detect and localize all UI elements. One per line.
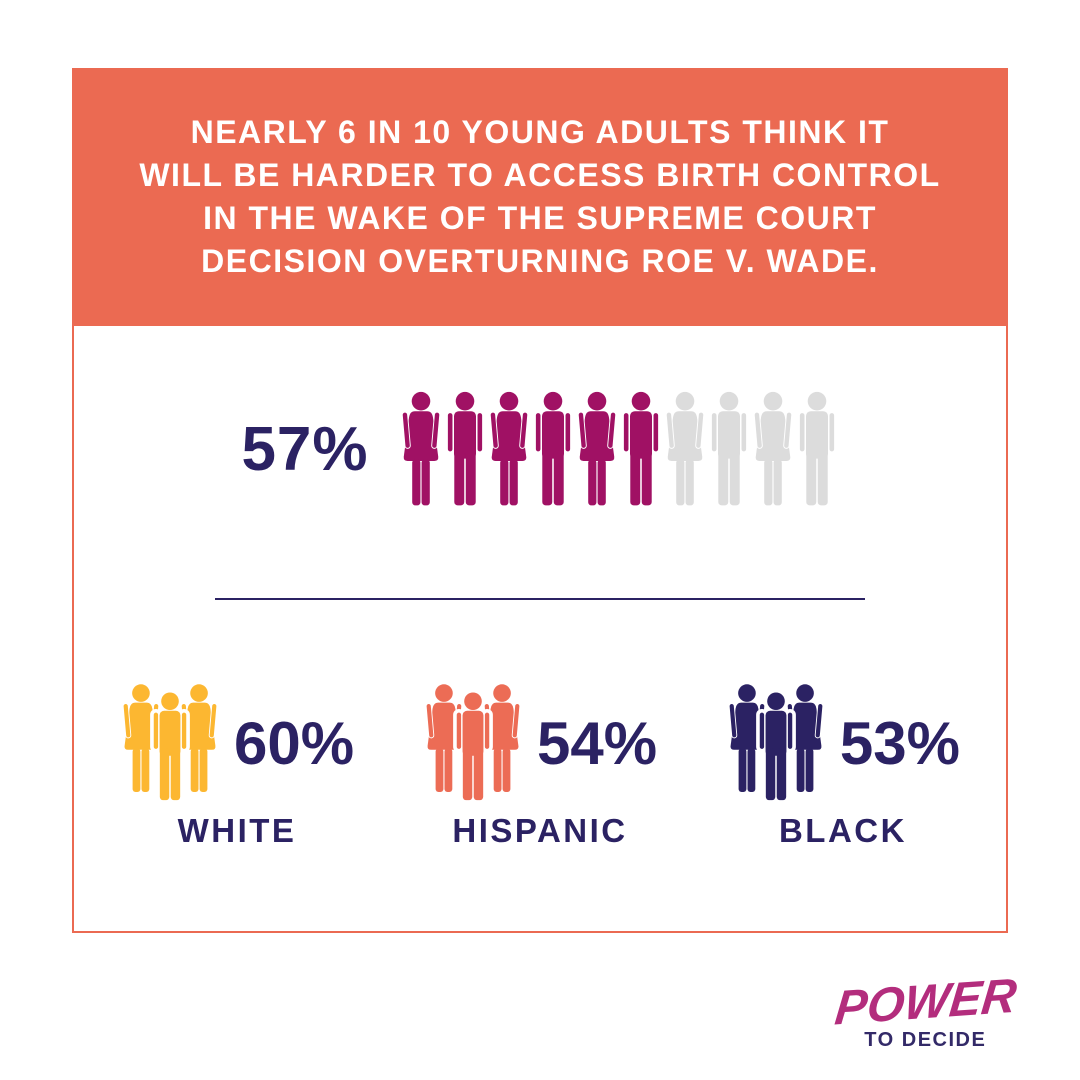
group-stat: 53% <box>726 684 960 802</box>
logo-power-text: POWER <box>832 969 1019 1036</box>
person-icon-male <box>622 391 659 506</box>
headline-banner: NEARLY 6 IN 10 YOUNG ADULTS THINK IT WIL… <box>72 68 1008 326</box>
group-percentage: 53% <box>839 709 960 777</box>
group-cluster-icon <box>122 684 218 802</box>
overall-percentage: 57% <box>241 414 369 484</box>
person-icon-male <box>798 391 835 506</box>
headline-line-1: NEARLY 6 IN 10 YOUNG ADULTS THINK IT <box>190 114 890 150</box>
person-icon-female <box>489 391 528 506</box>
pictogram-row <box>399 390 839 508</box>
person-icon-female <box>665 391 704 506</box>
power-to-decide-logo: POWER TO DECIDE <box>832 969 1019 1052</box>
group-stat: 54% <box>423 684 657 802</box>
person-icon-male <box>446 391 483 506</box>
infographic-card: NEARLY 6 IN 10 YOUNG ADULTS THINK IT WIL… <box>72 68 1008 933</box>
group-label: BLACK <box>778 812 907 849</box>
demographic-group-black: 53% BLACK <box>726 684 960 850</box>
group-percentage: 54% <box>536 709 658 777</box>
person-icon-male <box>534 391 571 506</box>
group-stat: 60% <box>120 684 354 802</box>
demographic-group-hispanic: 54% HISPANIC <box>423 684 657 850</box>
demographic-groups-row: 60% WHITE 54% HISPANIC 53% BLACK <box>74 684 1006 850</box>
divider-line <box>215 598 865 600</box>
headline-line-2: WILL BE HARDER TO ACCESS BIRTH CONTROL <box>139 157 941 193</box>
group-cluster-icon <box>728 684 824 802</box>
headline-line-4: DECISION OVERTURNING ROE V. WADE. <box>201 243 879 279</box>
person-icon-female <box>753 391 792 506</box>
group-cluster-icon <box>425 684 521 802</box>
headline-line-3: IN THE WAKE OF THE SUPREME COURT <box>203 200 877 236</box>
demographic-group-white: 60% WHITE <box>120 684 354 850</box>
group-label: WHITE <box>177 812 297 849</box>
person-icon-male <box>710 391 747 506</box>
person-icon-female <box>401 391 440 506</box>
person-icon-female <box>577 391 616 506</box>
overall-stat-row: 57% <box>74 390 1006 508</box>
group-percentage: 60% <box>234 709 355 777</box>
logo-to-decide-text: TO DECIDE <box>864 1029 987 1051</box>
group-label: HISPANIC <box>452 812 628 849</box>
